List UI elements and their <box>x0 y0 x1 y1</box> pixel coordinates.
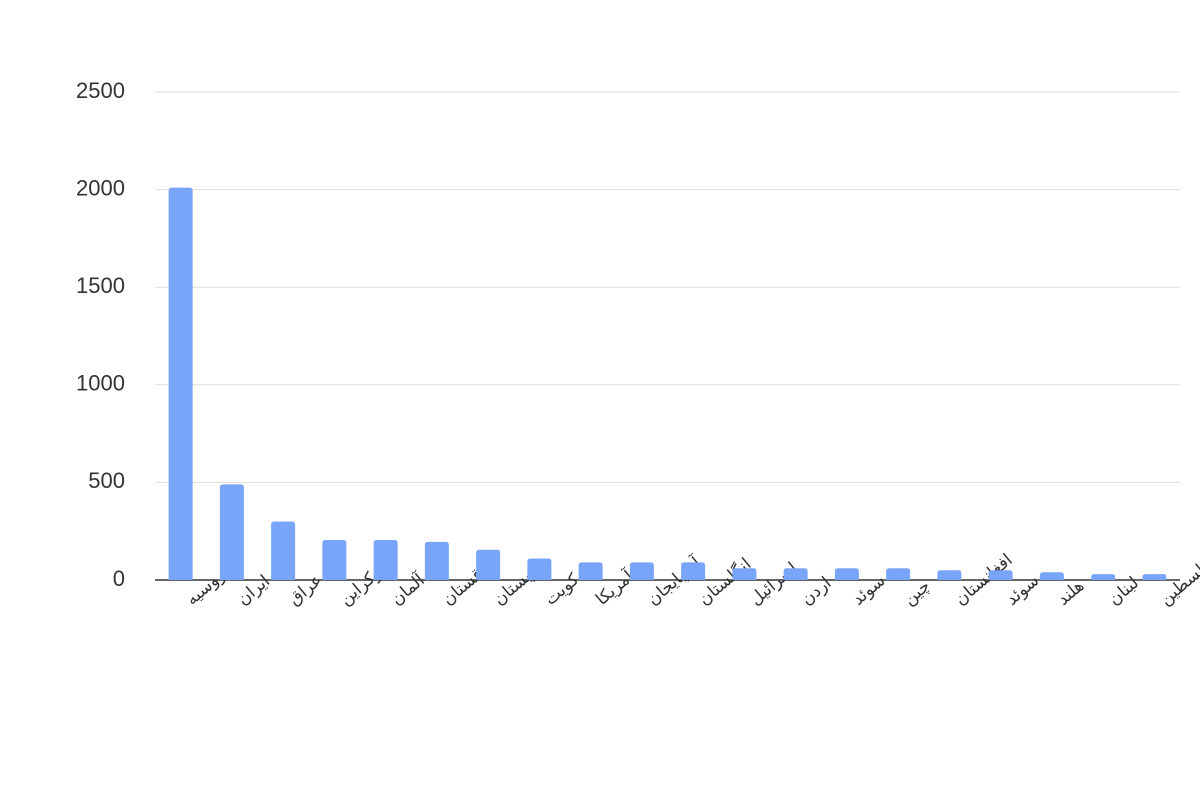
x-tick-label: فلسطین <box>1156 555 1200 609</box>
bar <box>271 521 296 580</box>
y-tick-label: 1000 <box>76 371 125 396</box>
bar <box>476 549 501 580</box>
bar <box>681 562 706 580</box>
bar <box>322 539 347 580</box>
bar <box>527 558 552 580</box>
x-tick-label: هلند <box>1053 576 1088 610</box>
bar <box>219 484 244 580</box>
y-tick-label: 0 <box>113 566 125 591</box>
bar <box>886 568 911 580</box>
y-tick-label: 2500 <box>76 78 125 103</box>
x-tick-label: انگلستان <box>694 553 755 609</box>
x-tick-label: اسرائیل <box>746 558 802 609</box>
y-tick-label: 500 <box>88 468 125 493</box>
y-tick-label: 1500 <box>76 273 125 298</box>
bar <box>373 539 398 580</box>
bar <box>578 562 603 580</box>
bar <box>629 562 654 580</box>
bar <box>732 568 757 580</box>
bar <box>424 541 449 580</box>
bar <box>1142 574 1167 580</box>
bar <box>834 568 859 580</box>
bar <box>168 187 193 580</box>
bar <box>988 570 1013 580</box>
x-tick-label: چین <box>900 576 935 610</box>
bar <box>1091 574 1116 580</box>
bar <box>1039 572 1064 580</box>
y-tick-label: 2000 <box>76 175 125 200</box>
bar <box>783 568 808 580</box>
bar <box>937 570 962 580</box>
